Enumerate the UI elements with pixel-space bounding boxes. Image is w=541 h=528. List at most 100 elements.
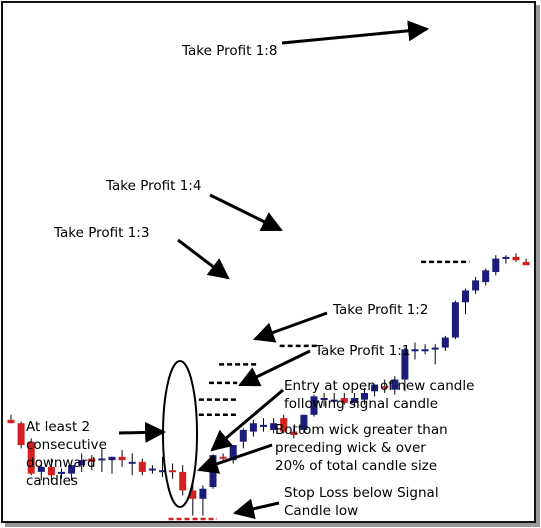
arrow-wick [197,443,273,474]
candle [401,347,409,392]
bearish-candle-body [7,419,15,424]
bullish-candle-body [199,488,207,499]
candle [411,342,419,360]
bullish-candle-body [310,396,318,415]
candle [462,288,469,314]
candle [290,428,298,439]
label-consec-line2: consecutive [26,437,107,453]
bullish-candle-body [441,337,449,348]
label-consec-line4: candles [26,473,78,489]
candle [239,428,247,449]
candle [320,392,328,407]
bullish-candle-body [391,379,399,390]
candle [37,463,45,481]
label-wick-line2: preceding wick & over [275,440,426,456]
label-tp2: Take Profit 1:2 [332,302,428,318]
candle [340,392,348,405]
candle [189,482,197,516]
bullish-candle-body [462,290,469,303]
candle [330,392,338,404]
bullish-candle-body [37,466,45,472]
annotation-arrows [118,20,430,520]
bullish-candle-body [78,460,86,466]
arrow-entry [210,388,284,452]
candle [128,453,136,476]
label-tp4: Take Profit 1:4 [105,178,201,194]
levels-group [168,260,470,521]
bearish-candle-body [88,458,96,462]
candle [350,392,358,407]
candle [159,456,166,477]
bullish-candle-body [239,429,247,442]
candle [441,335,449,351]
bullish-candle-body [371,384,379,392]
candle [108,456,116,474]
bullish-candle-body [98,458,106,461]
candle [492,255,500,276]
candle [179,465,187,496]
bullish-candle-body [482,270,490,283]
arrow-tp2 [253,311,328,343]
candle [47,458,55,482]
candle [431,344,439,365]
arrow-tp8 [281,20,430,45]
bullish-candle-body [260,424,267,427]
bearish-candle-body [522,261,530,266]
candle [148,465,156,474]
candle [17,421,25,449]
candle [7,414,15,424]
bullish-candle-body [330,399,338,402]
arrow-stop [232,498,280,520]
candle [199,485,207,516]
label-stop-line1: Stop Loss below Signal [284,485,439,501]
label-wick-line3: 20% of total candle size [275,458,437,474]
arrow-tp3 [177,238,230,280]
bullish-candle-body [249,423,257,432]
candle [472,277,480,294]
annotations: Take Profit 1:8 Take Profit 1:4 Take Pro… [26,43,474,519]
bearish-candle-body [179,471,187,491]
bearish-candle-body [47,466,55,476]
bullish-candle-body [502,256,510,259]
candle [421,344,429,355]
bullish-candle-body [209,455,217,488]
bearish-candle-body [138,461,146,472]
arrow-tp1 [238,349,311,387]
candle [249,419,257,437]
candle [68,465,76,481]
bearish-candle-body [17,423,25,446]
bullish-candle-body [270,423,278,430]
bullish-candle-body [320,398,328,400]
candle [502,255,510,264]
bearish-candle-body [381,386,389,389]
bearish-candle-body [169,470,177,473]
candle [522,258,530,266]
label-entry-line2: following signal candle [284,396,438,412]
label-tp8: Take Profit 1:8 [181,43,277,59]
bullish-candle-body [472,280,480,291]
label-tp1: Take Profit 1:1 [314,343,410,359]
bullish-candle-body [431,347,439,350]
bearish-candle-body [189,490,197,499]
candle [310,394,318,417]
candle [78,453,86,472]
candle [270,418,278,434]
bullish-candle-body [58,471,65,474]
bearish-candle-body [340,398,348,404]
bullish-candle-body [421,349,429,352]
candle [169,463,177,479]
bullish-candle-body [108,456,116,461]
bearish-candle-body [290,431,298,435]
candle [58,468,65,479]
candle [381,379,389,393]
candle [138,458,146,476]
candle [280,414,288,434]
bullish-candle-body [451,302,459,338]
label-consec-line1: At least 2 [26,419,90,435]
arrow-tp4 [209,193,283,232]
candle [482,268,490,286]
candle [88,455,96,471]
label-stop-line2: Candle low [284,503,358,519]
bearish-candle-body [27,441,35,474]
